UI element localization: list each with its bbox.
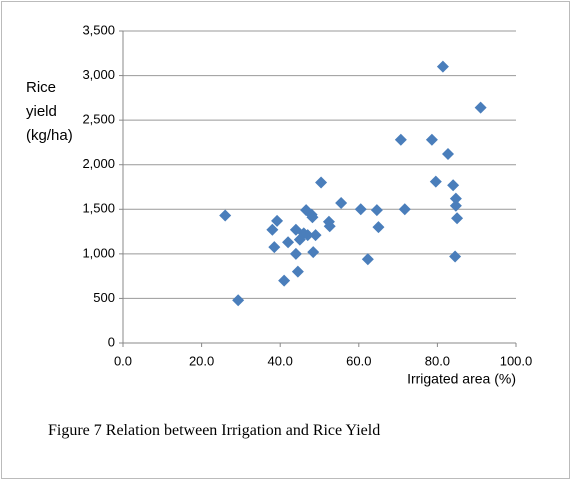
point: [372, 221, 385, 234]
x-tick-label: 20.0: [189, 353, 214, 368]
caption: Figure 7 Relation between Irrigation and…: [48, 422, 381, 439]
point: [449, 199, 462, 212]
point: [398, 203, 411, 216]
y-tick-label: 500: [93, 290, 115, 305]
point: [447, 179, 460, 192]
point: [361, 253, 374, 266]
point: [394, 133, 407, 146]
point: [442, 148, 455, 161]
point: [370, 204, 383, 217]
point: [266, 223, 279, 236]
point: [335, 197, 348, 210]
point: [307, 246, 320, 259]
x-tick-label: 60.0: [346, 353, 371, 368]
y-axis-label: Rice yield (kg/ha): [26, 79, 73, 144]
point: [425, 133, 438, 146]
y-tick-label: 3,000: [82, 67, 115, 82]
point: [289, 247, 302, 260]
point: [268, 241, 281, 254]
point: [429, 175, 442, 188]
x-tick-label: 100.0: [500, 353, 533, 368]
y-tick-label: 2,500: [82, 112, 115, 127]
point: [291, 265, 304, 278]
point: [306, 211, 319, 224]
x-axis-label: Irrigated area (%): [407, 371, 516, 387]
point: [271, 214, 284, 227]
point: [451, 212, 464, 225]
y-tick-label: 1,500: [82, 201, 115, 216]
point: [354, 203, 367, 216]
x-tick-label: 40.0: [268, 353, 293, 368]
point: [301, 229, 314, 242]
point: [282, 236, 295, 249]
y-tick-label: 3,500: [82, 22, 115, 37]
y-tick-label: 1,000: [82, 245, 115, 260]
point: [309, 229, 322, 242]
x-tick-label: 80.0: [425, 353, 450, 368]
point: [436, 60, 449, 73]
point: [449, 192, 462, 205]
point: [449, 250, 462, 263]
y-tick-label: 0: [108, 334, 115, 349]
point: [315, 176, 328, 189]
point: [323, 220, 336, 233]
point: [474, 101, 487, 114]
point: [219, 209, 232, 222]
x-tick-label: 0.0: [114, 353, 132, 368]
y-tick-label: 2,000: [82, 156, 115, 171]
point: [278, 274, 291, 287]
point: [232, 294, 245, 307]
